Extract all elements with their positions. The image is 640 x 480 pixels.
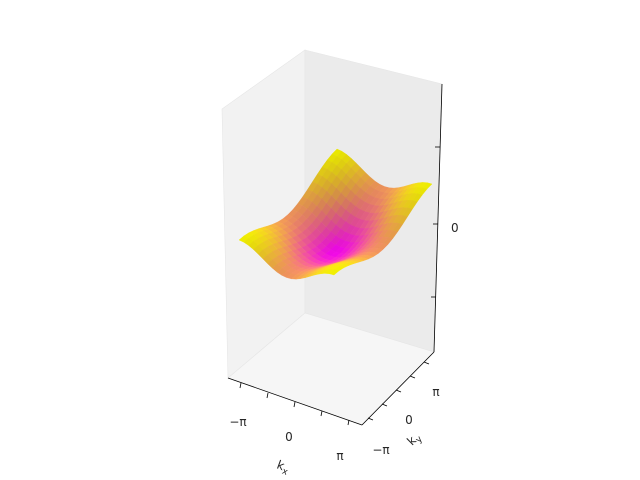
kx-tick-zero	[294, 402, 295, 407]
kx-tick-label-zero: 0	[285, 430, 293, 444]
kx-axis-label: kx	[274, 458, 292, 478]
ky-tick-minor-2	[410, 376, 415, 378]
ky-tick-minor-1	[382, 404, 387, 406]
kx-tick-minor-1	[267, 393, 268, 398]
kx-tick-neg-pi	[240, 383, 241, 388]
ky-axis-label: ky	[404, 429, 425, 450]
z-tick-label-zero: 0	[451, 221, 459, 235]
ky-tick-label-zero: 0	[405, 413, 413, 427]
ky-tick-zero	[396, 390, 401, 392]
kx-tick-label-pi: π	[336, 449, 343, 463]
ky-tick-label-neg-pi: −π	[372, 443, 389, 457]
kx-tick-pi	[348, 420, 349, 425]
kx-tick-minor-2	[321, 411, 322, 416]
ky-tick-label-pi: π	[432, 385, 439, 399]
ky-tick-pi	[424, 362, 429, 364]
ky-tick-neg-pi	[368, 418, 373, 420]
kx-tick-label-neg-pi: −π	[229, 415, 246, 429]
